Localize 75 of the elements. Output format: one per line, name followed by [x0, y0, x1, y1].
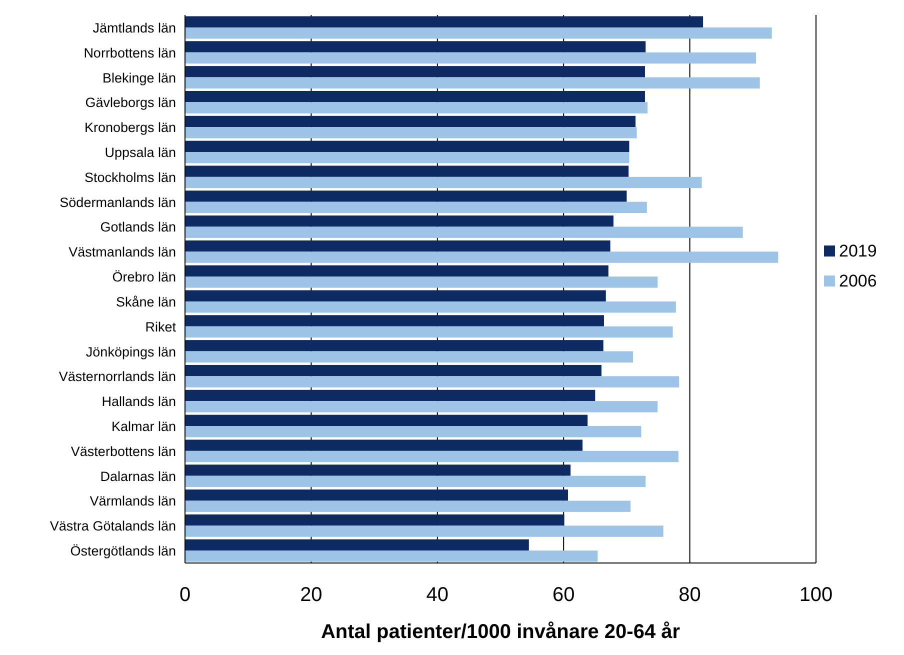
bar	[185, 202, 647, 214]
bar	[185, 190, 627, 202]
y-tick-label: Riket	[145, 319, 176, 334]
y-tick-label: Jönköpings län	[86, 344, 176, 360]
bar	[185, 41, 646, 52]
y-tick-label: Hallands län	[102, 394, 176, 410]
bar	[185, 476, 646, 488]
bar	[185, 240, 610, 252]
legend-label: 2006	[839, 272, 877, 290]
y-tick-label: Gävleborgs län	[85, 95, 176, 110]
x-tick-label: 20	[300, 584, 322, 606]
x-tick-label: 80	[678, 584, 701, 606]
y-tick-label: Stockholms län	[84, 170, 176, 185]
x-tick-label: 100	[799, 584, 833, 606]
bar	[185, 77, 760, 88]
bar	[185, 315, 604, 326]
bar	[185, 276, 658, 288]
y-tick-label: Blekinge län	[102, 70, 176, 86]
y-tick-label: Skåne län	[116, 294, 176, 310]
bar	[185, 440, 583, 451]
y-tick-label: Värmlands län	[90, 494, 176, 509]
bar	[185, 226, 743, 238]
y-tick-label: Kalmar län	[111, 419, 176, 434]
bar	[185, 16, 704, 28]
bar	[185, 52, 756, 64]
bar	[185, 390, 596, 402]
bar	[185, 66, 645, 78]
bar	[185, 364, 602, 376]
bar	[185, 152, 630, 164]
x-axis-title: Antal patienter/1000 invånare 20-64 år	[320, 621, 680, 643]
bar	[185, 27, 772, 39]
y-tick-label: Gotlands län	[100, 220, 176, 235]
bar	[185, 301, 676, 313]
bar	[185, 140, 630, 152]
bar	[185, 265, 608, 277]
y-tick-label: Västra Götalands län	[50, 518, 176, 534]
bar	[185, 351, 634, 362]
y-tick-label: Västerbottens län	[70, 444, 176, 459]
bar	[185, 176, 702, 188]
bar	[185, 290, 606, 302]
y-tick-label: Örebro län	[112, 270, 176, 285]
bar	[185, 326, 673, 338]
bar	[185, 401, 658, 412]
bar	[185, 216, 614, 227]
bar	[185, 500, 630, 512]
x-tick-label: 60	[552, 584, 575, 606]
bar	[185, 90, 645, 102]
y-tick-label: Norrbottens län	[84, 45, 176, 60]
bar	[185, 514, 564, 526]
bar	[185, 116, 636, 128]
y-tick-label: Västmanlands län	[68, 244, 176, 260]
bar	[185, 426, 642, 438]
bar	[185, 376, 680, 388]
y-tick-label: Västernorrlands län	[58, 369, 176, 384]
bar	[185, 127, 637, 138]
y-tick-label: Dalarnas län	[100, 468, 176, 484]
y-tick-label: Östergötlands län	[70, 544, 176, 559]
bar	[185, 526, 664, 537]
bar	[185, 490, 568, 501]
y-tick-label: Kronobergs län	[84, 120, 176, 136]
y-tick-label: Södermanlands län	[60, 194, 176, 210]
y-tick-label: Jämtlands län	[92, 20, 176, 36]
bar	[185, 450, 678, 462]
legend-label: 2019	[839, 242, 877, 260]
bar	[185, 166, 629, 177]
y-tick-label: Uppsala län	[104, 145, 176, 160]
bar	[185, 340, 604, 352]
x-tick-label: 40	[426, 584, 449, 606]
bar	[185, 414, 588, 426]
bar	[185, 102, 648, 114]
bar	[185, 539, 529, 551]
x-tick-label: 0	[179, 584, 191, 606]
bar	[185, 464, 571, 476]
bar	[185, 550, 598, 562]
bar	[185, 252, 778, 263]
